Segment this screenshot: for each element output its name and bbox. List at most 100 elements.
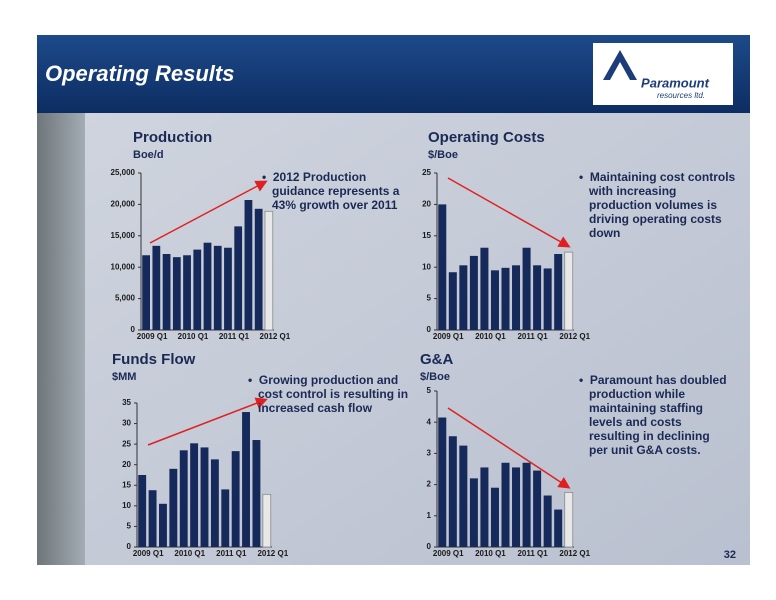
y-tick-label: 20 xyxy=(122,460,131,469)
trend-arrow xyxy=(447,177,571,248)
bar xyxy=(221,489,230,547)
x-tick-label: 2011 Q1 xyxy=(219,332,250,341)
bar xyxy=(459,445,468,547)
y-tick-label: 5 xyxy=(427,386,432,395)
chart-subtitle: Boe/d xyxy=(133,149,164,161)
bar xyxy=(200,447,209,547)
bar xyxy=(501,267,510,330)
bar xyxy=(162,254,171,330)
y-tick-label: 35 xyxy=(122,398,131,407)
chart-title: Production xyxy=(133,129,212,146)
x-tick-label: 2012 Q1 xyxy=(257,549,288,558)
x-tick-label: 2009 Q1 xyxy=(433,332,464,341)
x-tick-label: 2012 Q1 xyxy=(559,332,590,341)
x-tick-label: 2009 Q1 xyxy=(133,549,164,558)
trend-arrow xyxy=(149,180,268,244)
bar xyxy=(564,251,574,331)
trend-arrow xyxy=(447,407,571,489)
y-tick-label: 15 xyxy=(122,480,131,489)
y-tick-label: 5 xyxy=(427,294,432,303)
y-tick-label: 15,000 xyxy=(111,231,136,240)
bar xyxy=(159,503,167,547)
x-tick-label: 2009 Q1 xyxy=(137,332,168,341)
x-tick-label: 2010 Q1 xyxy=(178,332,209,341)
y-tick-label: 0 xyxy=(427,325,432,334)
x-tick-label: 2011 Q1 xyxy=(517,549,548,558)
bar xyxy=(448,436,457,547)
y-tick-label: 10 xyxy=(122,501,131,510)
bar xyxy=(172,257,181,330)
bar xyxy=(543,268,552,330)
bar xyxy=(244,200,253,330)
bar xyxy=(543,495,552,547)
bar xyxy=(152,245,161,330)
bar xyxy=(231,451,240,547)
bar xyxy=(522,462,531,547)
bar xyxy=(264,210,274,331)
y-tick-label: 25 xyxy=(122,439,131,448)
y-tick-label: 10,000 xyxy=(111,262,136,271)
bar xyxy=(142,255,151,330)
bullet-note: 2012 Production guidance represents a 43… xyxy=(260,170,402,212)
bar xyxy=(480,467,489,547)
bar xyxy=(234,226,243,330)
y-tick-label: 4 xyxy=(427,417,432,426)
bullet-note: Maintaining cost controls with increasin… xyxy=(577,170,739,240)
bar xyxy=(459,265,468,330)
bar xyxy=(469,478,478,547)
x-tick-label: 2009 Q1 xyxy=(433,549,464,558)
bar xyxy=(190,443,199,547)
bar xyxy=(469,255,478,330)
bar xyxy=(148,490,157,547)
x-tick-label: 2012 Q1 xyxy=(260,332,291,341)
chart-title: Operating Costs xyxy=(428,129,545,146)
y-tick-label: 5 xyxy=(127,522,132,531)
slide-title: Operating Results xyxy=(45,61,234,86)
bar xyxy=(224,247,232,330)
x-tick-label: 2011 Q1 xyxy=(216,549,247,558)
chart-subtitle: $MM xyxy=(112,371,136,383)
y-tick-label: 20,000 xyxy=(111,200,136,209)
y-tick-label: 1 xyxy=(427,511,432,520)
x-tick-label: 2011 Q1 xyxy=(517,332,548,341)
logo-name: Paramount xyxy=(641,75,710,90)
y-tick-label: 25,000 xyxy=(111,168,136,177)
y-tick-label: 10 xyxy=(422,262,431,271)
x-tick-label: 2010 Q1 xyxy=(475,332,506,341)
x-tick-label: 2010 Q1 xyxy=(174,549,205,558)
bar xyxy=(179,450,188,547)
bar xyxy=(448,272,457,330)
chart-subtitle: $/Boe xyxy=(428,149,458,161)
bar xyxy=(522,247,531,330)
y-tick-label: 0 xyxy=(427,542,432,551)
bullet-note: Growing production and cost control is r… xyxy=(246,373,418,415)
bar xyxy=(490,487,499,547)
bar xyxy=(138,475,147,547)
logo-tagline: resources ltd. xyxy=(657,91,705,100)
chart-title: Funds Flow xyxy=(112,351,196,368)
y-tick-label: 0 xyxy=(127,542,132,551)
bar xyxy=(533,265,542,330)
bar xyxy=(554,254,563,330)
bar xyxy=(490,270,499,330)
bar xyxy=(501,462,510,547)
y-tick-label: 3 xyxy=(427,449,432,458)
bar xyxy=(512,467,521,547)
page-number: 32 xyxy=(724,549,736,561)
bar xyxy=(210,459,219,547)
y-tick-label: 15 xyxy=(422,231,431,240)
chart-title: G&A xyxy=(420,351,454,368)
bar xyxy=(193,249,202,330)
bar xyxy=(554,509,563,547)
y-tick-label: 30 xyxy=(122,419,131,428)
y-tick-label: 5,000 xyxy=(115,294,136,303)
bar xyxy=(183,255,191,330)
bar xyxy=(203,242,212,330)
bar xyxy=(512,265,521,330)
bar xyxy=(533,470,542,547)
bar xyxy=(438,204,447,330)
bullet-note: Paramount has doubled production while m… xyxy=(577,373,729,457)
side-image xyxy=(37,113,85,565)
